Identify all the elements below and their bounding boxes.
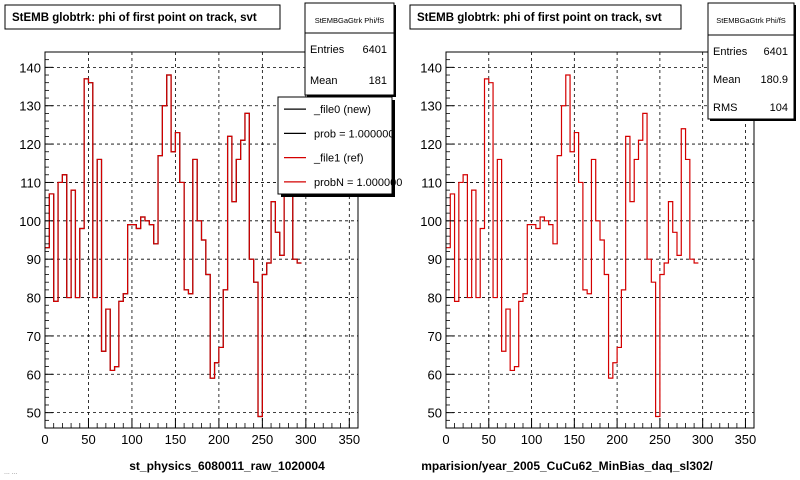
x-tick-label: 250 [649, 432, 671, 447]
y-tick-label: 80 [27, 291, 41, 306]
title-box [4, 4, 281, 30]
x-tick-label: 350 [338, 432, 360, 447]
x-tick-label: 150 [165, 432, 187, 447]
x-tick-label: 0 [442, 432, 449, 447]
footer-text: ... ... [4, 469, 18, 476]
x-tick-label: 300 [295, 432, 317, 447]
stats-value: 6401 [363, 44, 387, 56]
x-tick-label: 350 [735, 432, 757, 447]
stats-label: Entries [713, 46, 748, 58]
stats-value: 181 [369, 75, 387, 87]
x-tick-label: 150 [563, 432, 585, 447]
stats-label: Mean [310, 75, 338, 87]
stats-label: RMS [713, 102, 737, 114]
stats-box [304, 2, 395, 96]
legend-entry: _file1 (ref) [313, 153, 364, 165]
x-tick-label: 200 [606, 432, 628, 447]
x-tick-label: 300 [692, 432, 714, 447]
y-tick-label: 140 [420, 60, 442, 75]
legend-box [277, 96, 393, 195]
x-tick-label: 250 [252, 432, 274, 447]
y-tick-label: 60 [428, 367, 442, 382]
x-axis-label: st_physics_6080011_raw_1020004 [129, 459, 325, 473]
y-tick-label: 120 [19, 137, 41, 152]
stats-label: Entries [310, 44, 345, 56]
stats-title: StEMBGaGtrk Phi/fS [716, 16, 786, 25]
legend-entry: probN = 1.000000 [314, 177, 402, 189]
y-tick-label: 110 [421, 175, 442, 190]
x-tick-label: 50 [81, 432, 95, 447]
stats-box [707, 2, 795, 120]
chart-title: StEMB globtrk: phi of first point on tra… [417, 12, 662, 24]
x-tick-label: 200 [208, 432, 230, 447]
y-tick-label: 70 [27, 329, 41, 344]
x-tick-label: 100 [521, 432, 543, 447]
chart-title: StEMB globtrk: phi of first point on tra… [12, 12, 257, 24]
stats-title: StEMBGaGtrk Phi/fS [315, 16, 385, 25]
y-tick-label: 100 [420, 214, 442, 229]
y-tick-label: 130 [19, 99, 41, 114]
y-tick-label: 50 [27, 406, 41, 421]
series-line-1 [446, 74, 699, 418]
stats-value: 180.9 [760, 74, 788, 86]
y-tick-label: 80 [428, 291, 442, 306]
y-tick-label: 90 [27, 252, 41, 267]
y-tick-label: 140 [19, 60, 41, 75]
x-tick-label: 50 [482, 432, 496, 447]
legend-entry: prob = 1.000000 [314, 128, 394, 140]
y-tick-label: 110 [20, 175, 41, 190]
y-tick-label: 90 [428, 252, 442, 267]
y-tick-label: 60 [27, 367, 41, 382]
title-box [409, 4, 682, 30]
y-tick-label: 130 [420, 99, 442, 114]
stats-label: Mean [713, 74, 741, 86]
y-tick-label: 50 [428, 406, 442, 421]
series-line-2 [45, 74, 302, 418]
x-tick-label: 0 [41, 432, 48, 447]
y-tick-label: 120 [420, 137, 442, 152]
y-tick-label: 100 [19, 214, 41, 229]
x-axis-label: mparision/year_2005_CuCu62_MinBias_daq_s… [421, 459, 713, 473]
stats-value: 6401 [764, 46, 788, 58]
y-tick-label: 70 [428, 329, 442, 344]
legend-entry: _file0 (new) [313, 104, 371, 116]
x-tick-label: 100 [121, 432, 143, 447]
stats-value: 104 [770, 102, 788, 114]
